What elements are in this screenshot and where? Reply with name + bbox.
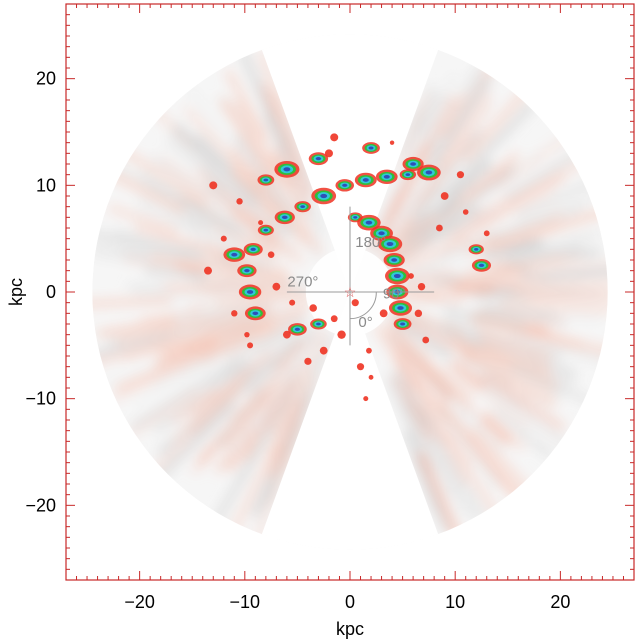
red-dot xyxy=(422,336,430,344)
map-empty-wedges xyxy=(244,34,456,550)
arm-blob xyxy=(393,318,412,330)
arm-blob xyxy=(238,284,262,300)
arm-blob xyxy=(354,172,377,188)
map-disk xyxy=(92,34,608,550)
arm-blob xyxy=(257,224,274,236)
sun-star-marker: ☆ xyxy=(344,284,357,300)
red-dot xyxy=(337,330,346,339)
arm-blob xyxy=(294,201,311,213)
arm-blob xyxy=(274,160,300,178)
red-dot xyxy=(258,220,264,226)
overlay-angle-arc xyxy=(349,291,377,320)
red-dot xyxy=(363,396,369,402)
red-dot xyxy=(440,192,449,200)
red-dot xyxy=(330,133,339,142)
arm-blob xyxy=(388,300,413,316)
arm-blob xyxy=(311,187,337,205)
red-dot xyxy=(456,171,465,179)
map-empty-wedge xyxy=(244,34,456,292)
y-tick-label: −20 xyxy=(25,495,56,515)
arm-blob xyxy=(274,210,295,225)
red-dot xyxy=(289,299,296,306)
arm-blob xyxy=(384,267,410,285)
red-dot xyxy=(366,347,372,354)
longitude-overlay: ☆0° 90° 180° 270° xyxy=(286,206,435,346)
red-dot xyxy=(356,363,365,371)
red-dot xyxy=(231,310,238,317)
map-empty-wedge xyxy=(244,292,456,550)
red-dot xyxy=(462,209,469,215)
red-dot xyxy=(319,346,328,355)
arm-blob xyxy=(377,235,403,253)
red-dot xyxy=(351,299,359,307)
arm-blob xyxy=(335,179,355,192)
arm-blob xyxy=(362,142,380,154)
y-tick-label: 10 xyxy=(36,175,56,195)
red-dot xyxy=(408,273,414,279)
red-dot xyxy=(272,282,281,291)
arm-blob xyxy=(357,214,381,231)
angle-label: 180° xyxy=(355,234,386,251)
red-dot xyxy=(244,331,250,338)
red-dot xyxy=(220,235,227,242)
red-dot xyxy=(309,304,317,312)
arm-blob xyxy=(402,156,424,172)
arm-blob xyxy=(399,169,417,181)
axis-ticks xyxy=(65,3,635,581)
arm-blob xyxy=(471,258,492,272)
arm-blob xyxy=(310,318,327,330)
angle-label: 90° xyxy=(383,285,406,302)
axis-tick-labels: −20 −10 0 10 20 −20 −10 0 10 20 xyxy=(25,69,570,612)
angle-label: 270° xyxy=(287,274,318,291)
x-tick-label: 10 xyxy=(445,592,465,612)
red-dot xyxy=(282,330,291,339)
arm-blob xyxy=(237,264,257,278)
y-tick-label: −10 xyxy=(25,389,56,409)
density-map xyxy=(92,34,608,550)
arm-blob xyxy=(468,244,484,255)
x-axis-label: kpc xyxy=(336,619,364,639)
red-dot xyxy=(330,315,338,323)
red-dot xyxy=(324,149,333,158)
arm-blob xyxy=(243,242,263,256)
x-tick-label: 20 xyxy=(550,592,570,612)
y-tick-label: 0 xyxy=(46,282,56,302)
red-dot xyxy=(417,282,426,291)
red-dot xyxy=(267,251,275,258)
arm-blob xyxy=(375,169,398,185)
red-dot xyxy=(368,374,374,380)
y-axis-label: kpc xyxy=(6,278,26,306)
y-tick-label: 20 xyxy=(36,69,56,89)
arm-blob xyxy=(257,174,275,186)
density-features xyxy=(204,133,492,402)
arm-blob xyxy=(417,164,441,181)
arm-blob xyxy=(223,247,246,262)
arm-blob xyxy=(244,306,266,321)
red-dot xyxy=(247,342,254,349)
arm-blob xyxy=(308,152,329,166)
red-dot xyxy=(414,309,423,318)
arm-blob xyxy=(383,252,405,268)
red-dot xyxy=(483,230,490,237)
red-dot xyxy=(236,198,243,205)
arm-blob xyxy=(288,323,307,336)
red-dot xyxy=(389,140,395,145)
x-tick-label: −10 xyxy=(230,592,261,612)
x-tick-label: −20 xyxy=(124,592,155,612)
red-dot xyxy=(379,309,388,318)
red-dot xyxy=(204,266,212,275)
x-tick-label: 0 xyxy=(345,592,355,612)
red-dot xyxy=(304,357,312,365)
red-dot xyxy=(209,181,218,190)
red-dot xyxy=(436,224,443,232)
angle-label: 0° xyxy=(358,314,372,331)
